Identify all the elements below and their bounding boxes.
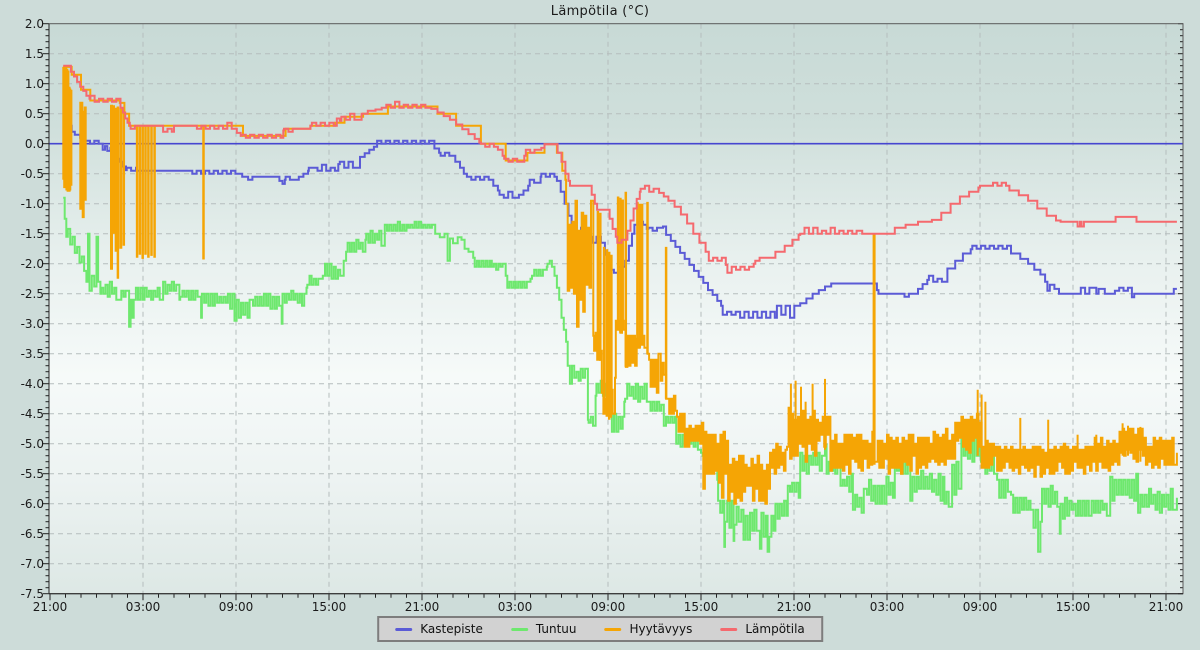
svg-text:-2.0: -2.0 bbox=[21, 257, 44, 271]
svg-text:21:00: 21:00 bbox=[405, 600, 440, 614]
svg-text:15:00: 15:00 bbox=[312, 600, 347, 614]
svg-text:1.0: 1.0 bbox=[25, 77, 44, 91]
chart-title: Lämpötila (°C) bbox=[550, 4, 650, 19]
svg-text:-3.5: -3.5 bbox=[21, 347, 44, 361]
svg-text:21:00: 21:00 bbox=[33, 600, 68, 614]
svg-text:-3.0: -3.0 bbox=[21, 317, 44, 331]
legend-label: Lämpötila bbox=[745, 622, 805, 636]
legend-color-dash bbox=[395, 627, 413, 631]
chart-legend: Kastepiste Tuntuu Hyytävyys Lämpötila bbox=[377, 616, 823, 642]
svg-text:-4.0: -4.0 bbox=[21, 377, 44, 391]
svg-text:-6.5: -6.5 bbox=[21, 527, 44, 541]
svg-text:1.5: 1.5 bbox=[25, 47, 44, 61]
svg-text:03:00: 03:00 bbox=[870, 600, 905, 614]
svg-text:-2.5: -2.5 bbox=[21, 287, 44, 301]
svg-text:0.5: 0.5 bbox=[25, 107, 44, 121]
legend-color-dash bbox=[720, 627, 738, 631]
svg-text:-4.5: -4.5 bbox=[21, 407, 44, 421]
svg-text:2.0: 2.0 bbox=[25, 17, 44, 31]
legend-label: Kastepiste bbox=[420, 622, 483, 636]
legend-color-dash bbox=[604, 627, 622, 631]
svg-text:21:00: 21:00 bbox=[777, 600, 812, 614]
legend-label: Hyytävyys bbox=[629, 622, 693, 636]
svg-text:-5.0: -5.0 bbox=[21, 437, 44, 451]
legend-item-hyytävyys: Hyytävyys bbox=[604, 622, 693, 636]
legend-item-tuntuu: Tuntuu bbox=[510, 622, 577, 636]
series-lämpötila bbox=[63, 64, 1177, 274]
svg-text:09:00: 09:00 bbox=[219, 600, 254, 614]
svg-text:-5.5: -5.5 bbox=[21, 467, 44, 481]
legend-color-dash bbox=[510, 627, 528, 631]
svg-text:-7.5: -7.5 bbox=[21, 587, 44, 601]
svg-text:-0.5: -0.5 bbox=[21, 167, 44, 181]
svg-text:-7.0: -7.0 bbox=[21, 557, 44, 571]
legend-item-kastepiste: Kastepiste bbox=[395, 622, 483, 636]
svg-text:03:00: 03:00 bbox=[126, 600, 161, 614]
series-hyytävyys bbox=[62, 65, 1178, 505]
svg-text:03:00: 03:00 bbox=[498, 600, 533, 614]
series-kastepiste bbox=[63, 107, 1177, 319]
y-axis-labels: 2.0 1.5 1.0 0.5 0.0 -0.5 -1.0 -1.5 -2.0 -2.5 -3.0 -… bbox=[21, 17, 44, 601]
svg-text:0.0: 0.0 bbox=[25, 137, 44, 151]
svg-text:-1.0: -1.0 bbox=[21, 197, 44, 211]
svg-text:09:00: 09:00 bbox=[591, 600, 626, 614]
svg-text:21:00: 21:00 bbox=[1149, 600, 1184, 614]
svg-text:-6.0: -6.0 bbox=[21, 497, 44, 511]
legend-label: Tuntuu bbox=[535, 622, 577, 636]
svg-text:09:00: 09:00 bbox=[963, 600, 998, 614]
svg-text:-1.5: -1.5 bbox=[21, 227, 44, 241]
x-axis-labels: 21:00 03:00 09:00 15:00 21:00 03:00 09:00 15:00… bbox=[33, 600, 1184, 614]
svg-text:15:00: 15:00 bbox=[684, 600, 719, 614]
legend-item-lämpötila: Lämpötila bbox=[720, 622, 805, 636]
svg-text:15:00: 15:00 bbox=[1056, 600, 1091, 614]
